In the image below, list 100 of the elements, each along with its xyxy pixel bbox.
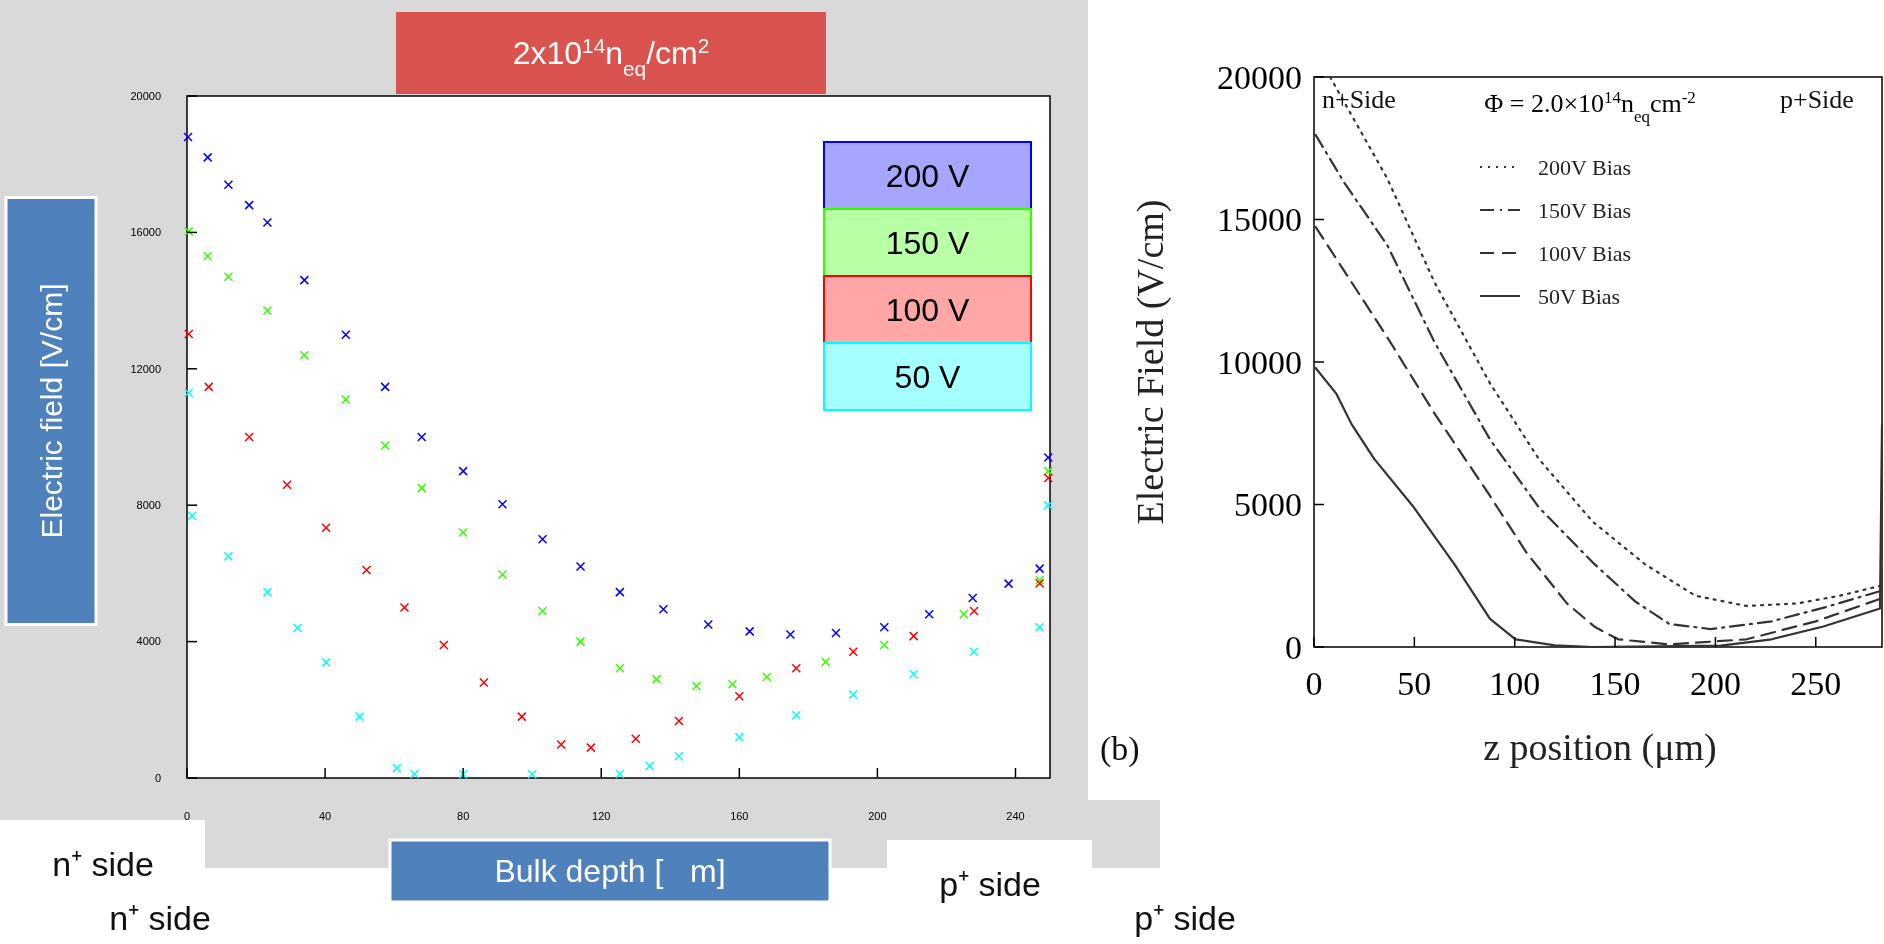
- point: [1043, 466, 1054, 476]
- point: [299, 275, 310, 285]
- point: [908, 631, 919, 641]
- point: [879, 622, 890, 633]
- point: [244, 200, 254, 210]
- point: [354, 711, 365, 722]
- legend-label: 200V Bias: [1538, 155, 1632, 180]
- text: (b): [1100, 730, 1140, 768]
- point: [380, 440, 390, 451]
- annotation: n+Side: [1322, 85, 1396, 114]
- point: [262, 587, 273, 597]
- point: [575, 636, 586, 647]
- point: [183, 387, 194, 398]
- chart-title: 2x10$^{14}$n$_{eq}$/cm$^{2}$: [512, 33, 710, 80]
- x-tick-label: 200: [868, 810, 887, 822]
- point: [631, 734, 641, 744]
- point: [527, 769, 537, 779]
- text: 200 V: [885, 157, 970, 194]
- point: [497, 499, 508, 509]
- point: [1043, 473, 1054, 483]
- point: [1043, 500, 1054, 510]
- point: [244, 432, 254, 442]
- point: [958, 609, 969, 620]
- point: [734, 691, 745, 701]
- text: n⁺ side: [52, 845, 154, 883]
- point: [969, 606, 979, 616]
- point: [734, 732, 745, 742]
- y-tick-label: 4000: [136, 635, 161, 648]
- point: [409, 769, 420, 779]
- y-tick-label: 20000: [130, 89, 161, 102]
- point: [762, 672, 772, 682]
- point: [744, 626, 755, 637]
- point: [967, 593, 978, 603]
- point: [556, 739, 566, 750]
- y-tick-label: 20000: [1217, 58, 1302, 96]
- point: [341, 394, 351, 405]
- point: [691, 681, 702, 691]
- annotation: p+Side: [1780, 85, 1854, 114]
- y-axis-title: Electric field [V/cm]: [34, 283, 68, 539]
- point: [458, 527, 468, 538]
- text: Φ = 2.0×10$^{14}$n$_{eq}$cm$^{-2}$: [1484, 87, 1696, 126]
- point: [262, 217, 273, 228]
- point: [727, 679, 738, 689]
- point: [651, 674, 662, 684]
- y-axis-title: Electric Field (V/cm): [1129, 199, 1173, 525]
- y-tick-label: 10000: [1217, 343, 1302, 381]
- point: [497, 569, 508, 580]
- point: [658, 604, 669, 614]
- point: [282, 479, 292, 490]
- point: [1034, 575, 1045, 585]
- point: [223, 551, 234, 562]
- x-tick-label: 40: [318, 810, 332, 822]
- point: [908, 669, 919, 680]
- legend-label: 150V Bias: [1538, 198, 1632, 223]
- point: [791, 710, 802, 721]
- point: [202, 152, 213, 163]
- point: [439, 640, 449, 650]
- text: 50 V: [894, 358, 962, 395]
- legend-label: 100V Bias: [1538, 241, 1632, 266]
- point: [380, 382, 390, 392]
- y-tick-label: 16000: [130, 226, 161, 239]
- point: [615, 769, 625, 779]
- point: [586, 742, 596, 753]
- point: [223, 271, 234, 282]
- x-axis-title: z position (μm): [1483, 726, 1717, 769]
- point: [321, 657, 331, 668]
- x-tick-label: 0: [183, 810, 191, 822]
- text: p⁺ side: [1134, 899, 1236, 937]
- y-tick-label: 0: [154, 771, 161, 784]
- y-tick-label: 8000: [136, 499, 161, 512]
- point: [537, 534, 548, 545]
- point: [1034, 622, 1045, 633]
- point: [1034, 578, 1045, 589]
- point: [299, 350, 310, 360]
- point: [361, 565, 372, 575]
- y-tick-label: 12000: [130, 362, 161, 375]
- y-tick-label: 0: [1285, 628, 1302, 666]
- point: [879, 640, 890, 650]
- point: [848, 689, 858, 700]
- point: [183, 132, 193, 142]
- x-tick-label: 250: [1790, 665, 1842, 702]
- point: [644, 761, 655, 771]
- point: [615, 587, 625, 597]
- point: [969, 647, 979, 657]
- point: [924, 609, 934, 620]
- point: [392, 763, 402, 773]
- point: [202, 251, 213, 262]
- point: [831, 628, 841, 638]
- point: [262, 305, 273, 316]
- point: [292, 623, 303, 633]
- y-tick-label: 5000: [1234, 486, 1302, 524]
- text: n⁺ side: [109, 899, 211, 937]
- point: [223, 179, 234, 190]
- point: [615, 663, 625, 673]
- x-tick-label: 80: [457, 810, 470, 822]
- point: [848, 647, 858, 657]
- text: p⁺ side: [939, 865, 1041, 903]
- x-tick-label: 240: [1006, 810, 1025, 822]
- x-tick-label: 200: [1689, 665, 1741, 702]
- point: [187, 511, 197, 521]
